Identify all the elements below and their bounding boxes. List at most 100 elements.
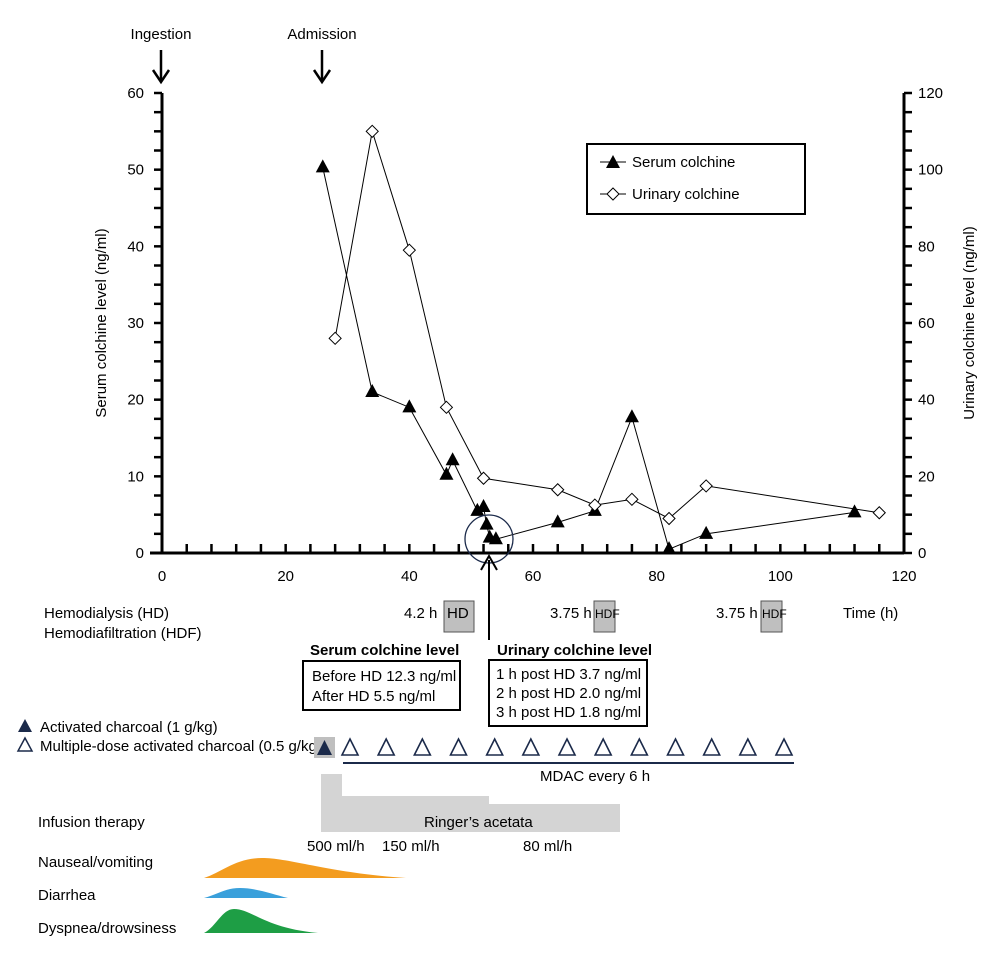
hdf-session1-type: HDF xyxy=(595,607,620,621)
y-right-tick-label: 60 xyxy=(918,315,935,332)
admission-arrowhead xyxy=(312,69,332,85)
legend-urinary-label: Urinary colchine xyxy=(632,186,740,203)
urinary-point xyxy=(662,511,676,526)
mdac-dose-icon xyxy=(485,737,504,756)
mdac-dose-icon xyxy=(557,737,577,756)
urinary-box-line-1: 1 h post HD 3.7 ng/ml xyxy=(496,666,641,683)
mdac-dose-icon xyxy=(702,737,721,756)
infusion-fluid-label: Ringer’s acetata xyxy=(424,814,533,831)
axis-ticks: 0 20 40 60 80 100 1200102030405060020406080100… xyxy=(127,85,943,585)
hdf-session1-duration: 3.75 h xyxy=(550,605,592,622)
urinary-point xyxy=(365,124,379,139)
serum-point xyxy=(550,514,565,528)
infusion-therapy-bar xyxy=(321,774,620,832)
legend-box xyxy=(586,143,806,215)
legend: Serum colchine Urinary colchine xyxy=(586,143,806,215)
symptom-dyspnea-curve xyxy=(204,909,318,933)
legend-urinary-marker xyxy=(606,187,620,201)
hdf-session1-box xyxy=(593,600,616,633)
urinary-box-title: Urinary colchine level xyxy=(497,642,652,659)
hdf-session2-duration: 3.75 h xyxy=(716,605,758,622)
urinary-box xyxy=(488,659,648,727)
y-right-tick-label: 120 xyxy=(918,85,943,102)
admission-label: Admission xyxy=(287,26,356,43)
serum-point xyxy=(402,399,417,413)
hd-row-label: Hemodialysis (HD) xyxy=(44,605,169,622)
serum-series-line xyxy=(322,167,855,550)
hdf-row-label: Hemodiafiltration (HDF) xyxy=(44,625,202,642)
y-left-tick-label: 0 xyxy=(136,545,144,562)
serum-point xyxy=(699,525,714,539)
mdac-label: Multiple-dose activated charcoal (0.5 g/… xyxy=(40,738,322,755)
hd-session-box xyxy=(443,600,475,633)
hdf-session2-box xyxy=(760,600,783,633)
y-right-tick-label: 40 xyxy=(918,392,935,409)
y-right-tick-label: 100 xyxy=(918,162,943,179)
urinary-point xyxy=(588,498,602,512)
hdf-session2-type: HDF xyxy=(762,607,787,621)
symptom-nausea-label: Nauseal/vomiting xyxy=(38,854,153,871)
y-left-tick-label: 40 xyxy=(127,238,144,255)
infusion-rate-1: 500 ml/h xyxy=(307,838,365,855)
serum-point xyxy=(315,159,330,173)
y-left-tick-label: 30 xyxy=(127,315,144,332)
urinary-point xyxy=(439,400,454,415)
mdac-dose-icon xyxy=(738,737,758,756)
urinary-point xyxy=(625,492,639,507)
serum-point xyxy=(662,541,677,555)
y-left-tick-label: 20 xyxy=(127,392,144,409)
urinary-box-line-3: 3 h post HD 1.8 ng/ml xyxy=(496,704,641,721)
post-hd-pointer-arrowhead xyxy=(480,553,498,571)
x-tick-label: 120 xyxy=(891,568,916,585)
mdac-note: MDAC every 6 h xyxy=(540,768,650,785)
serum-point xyxy=(624,409,639,423)
serum-point xyxy=(847,504,862,518)
x-tick-label: 100 xyxy=(768,568,793,585)
mdac-dose-icon xyxy=(774,737,794,756)
urinary-box-line-2: 2 h post HD 2.0 ng/ml xyxy=(496,685,641,702)
activated-charcoal-label: Activated charcoal (1 g/kg) xyxy=(40,719,218,736)
y-left-label: Serum colchine level (ng/ml) xyxy=(93,228,110,417)
x-axis-title: Time (h) xyxy=(843,605,898,622)
urinary-point xyxy=(699,479,713,493)
symptom-diarrhea-curve xyxy=(204,888,288,898)
y-left-tick-label: 50 xyxy=(127,162,144,179)
urinary-point xyxy=(872,506,886,520)
urinary-point xyxy=(402,243,417,257)
activated-charcoal-legend-icon xyxy=(18,719,32,732)
x-tick-label: 40 xyxy=(401,568,418,585)
y-left-tick-label: 10 xyxy=(127,468,144,485)
serum-box-title: Serum colchine level xyxy=(310,642,459,659)
legend-serum-marker xyxy=(606,155,620,168)
mdac-dose-icon xyxy=(630,737,649,756)
serum-point xyxy=(476,499,491,512)
legend-serum-label: Serum colchine xyxy=(632,154,735,171)
serum-box-line-2: After HD 5.5 ng/ml xyxy=(312,688,435,705)
infusion-therapy-label: Infusion therapy xyxy=(38,814,145,831)
serum-point xyxy=(365,384,380,397)
mdac-dose-icon xyxy=(413,737,432,756)
x-tick-label: 80 xyxy=(648,568,665,585)
x-tick-label: 20 xyxy=(277,568,294,585)
symptom-diarrhea-label: Diarrhea xyxy=(38,887,96,904)
mdac-doses xyxy=(340,737,794,756)
serum-point xyxy=(479,516,494,530)
y-right-tick-label: 80 xyxy=(918,238,935,255)
serum-point xyxy=(439,466,454,480)
serum-point xyxy=(470,502,485,516)
symptom-dyspnea-label: Dyspnea/drowsiness xyxy=(38,920,176,937)
mdac-dose-icon xyxy=(449,737,468,756)
infusion-rate-2: 150 ml/h xyxy=(382,838,440,855)
y-left-tick-label: 60 xyxy=(127,85,144,102)
urinary-point xyxy=(328,331,342,346)
mdac-legend-icon xyxy=(16,736,34,752)
urinary-point xyxy=(551,483,565,497)
y-right-tick-label: 20 xyxy=(918,468,935,485)
x-tick-label: 0 xyxy=(158,568,166,585)
hd-session-duration: 4.2 h xyxy=(404,605,437,622)
mdac-dose-icon xyxy=(666,737,685,756)
serum-box-line-1: Before HD 12.3 ng/ml xyxy=(312,668,456,685)
y-right-tick-label: 0 xyxy=(918,545,926,562)
serum-point xyxy=(488,531,503,545)
